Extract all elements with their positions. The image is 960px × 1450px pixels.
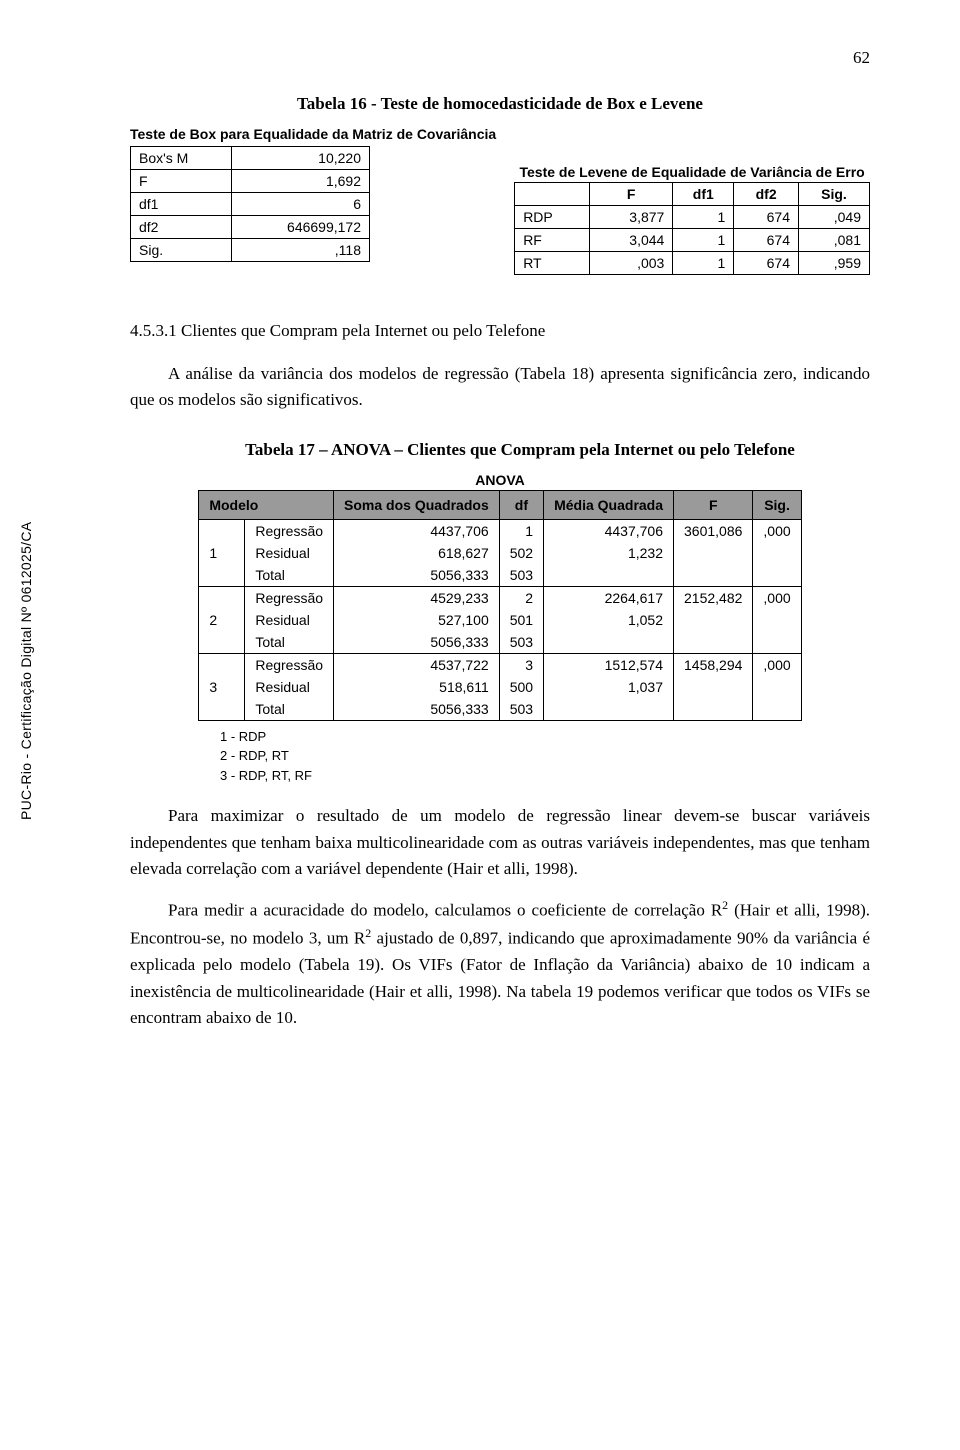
table-row: RT,0031674,959: [515, 252, 870, 275]
box-test-title: Teste de Box para Equalidade da Matriz d…: [130, 126, 496, 144]
anova-legend: 1 - RDP 2 - RDP, RT 3 - RDP, RT, RF: [220, 727, 870, 786]
legend-item: 2 - RDP, RT: [220, 746, 870, 766]
page-number: 62: [130, 48, 870, 68]
table-row: Box's M10,220: [131, 146, 370, 169]
section-heading: 4.5.3.1 Clientes que Compram pela Intern…: [130, 321, 870, 341]
table-header-row: F df1 df2 Sig.: [515, 183, 870, 206]
table-row: df16: [131, 192, 370, 215]
box-test-table: Box's M10,220 F1,692 df16 df2646699,172 …: [130, 146, 370, 262]
table-row: Residual527,1005011,052: [199, 609, 801, 631]
levene-test-table: F df1 df2 Sig. RDP3,8771674,049 RF3,0441…: [514, 182, 870, 275]
table-row: F1,692: [131, 169, 370, 192]
table-row: Residual618,6275021,232: [199, 542, 801, 564]
paragraph-intro: A análise da variância dos modelos de re…: [130, 361, 870, 414]
paragraph-1: Para maximizar o resultado de um modelo …: [130, 803, 870, 882]
levene-test-block: Teste de Levene de Equalidade de Variânc…: [514, 126, 870, 275]
anova-title: ANOVA: [130, 472, 870, 488]
table-row: RDP3,8771674,049: [515, 206, 870, 229]
table-row: 1Regressão4437,70614437,7063601,086,000: [199, 519, 801, 542]
table-row: 2Regressão4529,23322264,6172152,482,000: [199, 586, 801, 609]
table-row: Total5056,333503: [199, 698, 801, 721]
table-row: RF3,0441674,081: [515, 229, 870, 252]
legend-item: 3 - RDP, RT, RF: [220, 766, 870, 786]
table-row: df2646699,172: [131, 215, 370, 238]
anova-table: Modelo Soma dos Quadrados df Média Quadr…: [198, 490, 801, 721]
table-row: 3Regressão4537,72231512,5741458,294,000: [199, 653, 801, 676]
table16-caption: Tabela 16 - Teste de homocedasticidade d…: [130, 94, 870, 114]
table-header-row: Modelo Soma dos Quadrados df Média Quadr…: [199, 490, 801, 519]
anova-block: ANOVA Modelo Soma dos Quadrados df Média…: [130, 472, 870, 721]
table-row: Residual518,6115001,037: [199, 676, 801, 698]
levene-test-title: Teste de Levene de Equalidade de Variânc…: [514, 164, 870, 180]
table-row: Sig.,118: [131, 238, 370, 261]
table-row: Total5056,333503: [199, 564, 801, 587]
paragraph-2: Para medir a acuracidade do modelo, calc…: [130, 896, 870, 1031]
page-content: 62 Tabela 16 - Teste de homocedasticidad…: [0, 0, 960, 1093]
tables-row: Teste de Box para Equalidade da Matriz d…: [130, 126, 870, 275]
table-row: Total5056,333503: [199, 631, 801, 654]
box-test-block: Teste de Box para Equalidade da Matriz d…: [130, 126, 496, 275]
table17-caption: Tabela 17 – ANOVA – Clientes que Compram…: [170, 440, 870, 460]
text: Para medir a acuracidade do modelo, calc…: [168, 901, 722, 920]
legend-item: 1 - RDP: [220, 727, 870, 747]
